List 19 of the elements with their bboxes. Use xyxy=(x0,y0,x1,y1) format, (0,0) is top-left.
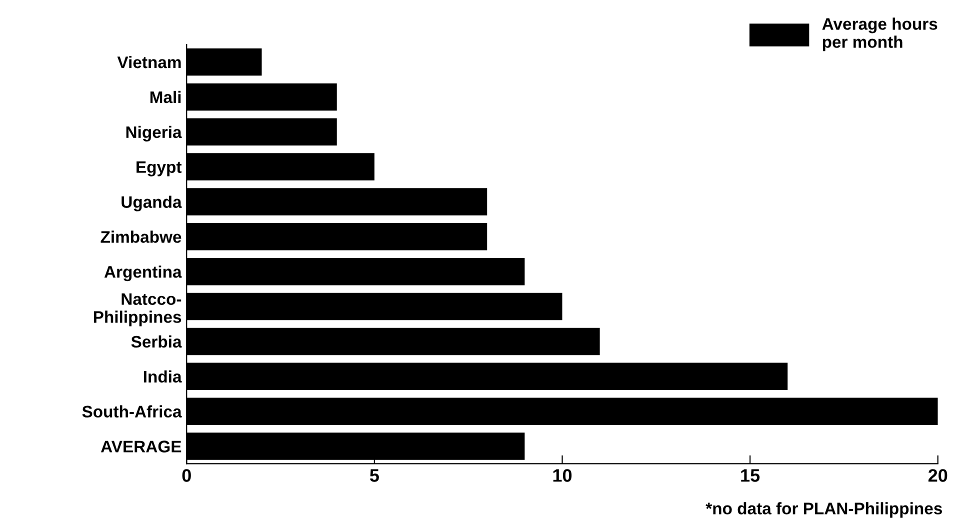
y-tick-label: Uganda xyxy=(122,196,182,212)
y-tick-label: Egypt xyxy=(136,161,182,176)
y-tick-label: Argentina xyxy=(104,266,182,282)
x-tick-label: 20 xyxy=(928,469,948,482)
text: *no data for PLAN-Philippines xyxy=(706,502,942,518)
y-tick-label: Zimbabwe xyxy=(100,230,182,243)
y-tick-label: Nigeria xyxy=(126,126,182,142)
y-tick-label: Natcco- Philippines xyxy=(94,293,182,326)
x-tick-label: 0 xyxy=(182,469,191,482)
y-tick-label: AVERAGE xyxy=(100,440,182,452)
x-tick-label: 5 xyxy=(370,469,379,482)
y-tick-label: South-Africa xyxy=(82,405,182,418)
y-tick-label: India xyxy=(144,370,182,383)
y-tick-label: Serbia xyxy=(131,335,182,348)
legend-label: Average hours per month xyxy=(822,18,938,52)
y-tick-label: Vietnam xyxy=(117,56,181,68)
x-tick-label: 10 xyxy=(553,469,572,482)
y-tick-label: Mali xyxy=(150,90,181,104)
x-tick-label: 15 xyxy=(741,469,760,482)
